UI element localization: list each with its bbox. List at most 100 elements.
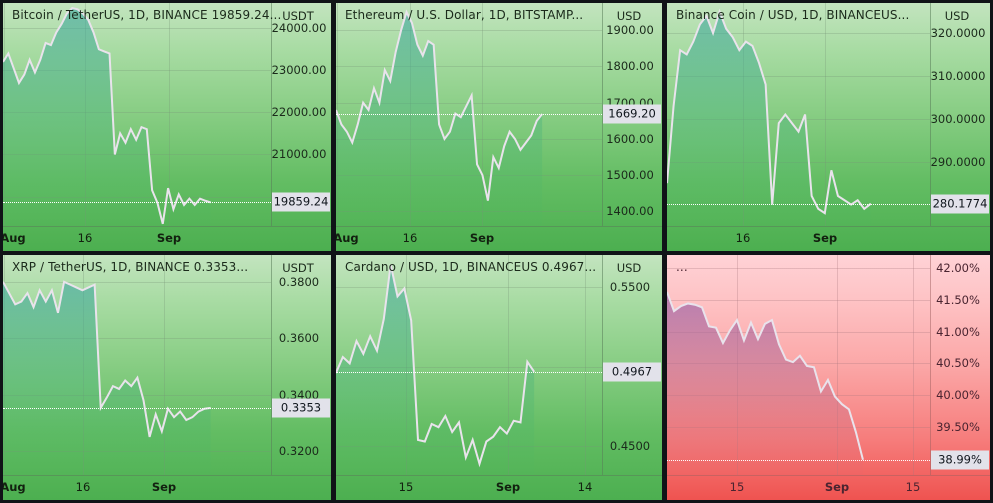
plot-area[interactable] bbox=[667, 3, 930, 226]
time-axis[interactable]: Aug 16 Sep bbox=[336, 226, 662, 251]
chart-panel-ada[interactable]: Cardano / USD, 1D, BINANCEUS 0.4967... US… bbox=[331, 251, 662, 503]
plot-area[interactable] bbox=[336, 3, 602, 226]
time-axis-divider bbox=[3, 475, 331, 476]
price-area-fill bbox=[336, 12, 543, 226]
time-axis-divider bbox=[667, 226, 990, 227]
price-line bbox=[336, 12, 542, 201]
price-series-svg bbox=[336, 255, 602, 475]
price-area-fill bbox=[3, 281, 211, 475]
price-scale-divider bbox=[930, 3, 931, 226]
price-tick-label: 23000.00 bbox=[271, 63, 327, 77]
time-axis-label: Sep bbox=[812, 231, 838, 245]
plot-area[interactable] bbox=[667, 255, 930, 475]
price-tick-label: 40.00% bbox=[936, 388, 980, 402]
price-scale[interactable]: USD 1900.00 1800.00 1700.00 1600.00 1500.00 14… bbox=[602, 3, 662, 226]
price-tick-label: 1500.00 bbox=[606, 168, 654, 182]
price-scale-currency: USDT bbox=[282, 9, 314, 23]
time-axis-label: 15 bbox=[398, 480, 414, 494]
last-price-line bbox=[667, 460, 930, 461]
chart-panel-bnb[interactable]: Binance Coin / USD, 1D, BINANCEUS... USD 3… bbox=[662, 0, 993, 251]
time-axis[interactable]: 16 Sep bbox=[667, 226, 990, 251]
time-axis[interactable]: Aug 16 Sep bbox=[3, 226, 331, 251]
time-axis-label: Sep bbox=[495, 480, 521, 494]
time-axis-label: Sep bbox=[151, 480, 177, 494]
price-tick-label: 21000.00 bbox=[271, 147, 327, 161]
chart-panel-eth[interactable]: Ethereum / U.S. Dollar, 1D, BITSTAMP... U… bbox=[331, 0, 662, 251]
price-tick-label: 41.00% bbox=[936, 325, 980, 339]
time-axis-label: 16 bbox=[77, 231, 93, 245]
time-axis-label: Sep bbox=[469, 231, 495, 245]
time-axis-label: 16 bbox=[402, 231, 418, 245]
price-line bbox=[667, 292, 863, 460]
time-axis-label: Sep bbox=[156, 231, 182, 245]
time-axis-divider bbox=[3, 226, 331, 227]
price-series-svg bbox=[3, 3, 271, 226]
price-scale-divider bbox=[930, 255, 931, 475]
price-tick-label: 40.50% bbox=[936, 356, 980, 370]
price-tick-label: 41.50% bbox=[936, 293, 980, 307]
price-tick-label: 1900.00 bbox=[606, 23, 654, 37]
time-axis-label: 15 bbox=[729, 480, 745, 494]
chart-panel-dominance[interactable]: ... 42.00% 41.50% 41.00% 40.50% 40.00% 39.50% 3… bbox=[662, 251, 993, 503]
price-tick-label: 1800.00 bbox=[606, 59, 654, 73]
plot-area[interactable] bbox=[3, 255, 271, 475]
last-price-line bbox=[667, 204, 930, 205]
price-scale[interactable]: USDT 0.3800 0.3600 0.3400 0.3200 0.3353 bbox=[271, 255, 331, 475]
price-tick-label: 39.50% bbox=[936, 420, 980, 434]
chart-title[interactable]: Binance Coin / USD, 1D, BINANCEUS... bbox=[676, 8, 910, 22]
price-tick-label: 0.4500 bbox=[609, 439, 651, 453]
last-price-badge: 38.99% bbox=[931, 450, 989, 470]
price-series-svg bbox=[667, 255, 930, 475]
price-line bbox=[3, 282, 211, 437]
price-line bbox=[667, 12, 871, 214]
time-axis-label: 14 bbox=[577, 480, 593, 494]
chart-title[interactable]: Bitcoin / TetherUS, 1D, BINANCE 19859.24… bbox=[12, 8, 282, 22]
price-area-fill bbox=[667, 291, 863, 475]
price-tick-label: 22000.00 bbox=[271, 105, 327, 119]
chart-panel-xrp[interactable]: XRP / TetherUS, 1D, BINANCE 0.3353... USD… bbox=[0, 251, 331, 503]
price-area-fill bbox=[336, 264, 535, 475]
plot-area[interactable] bbox=[3, 3, 271, 226]
chart-panel-btc[interactable]: Bitcoin / TetherUS, 1D, BINANCE 19859.24… bbox=[0, 0, 331, 251]
price-tick-label: 1600.00 bbox=[606, 132, 654, 146]
price-series-svg bbox=[667, 3, 930, 226]
price-tick-label: 0.3800 bbox=[278, 275, 320, 289]
price-tick-label: 0.3600 bbox=[278, 331, 320, 345]
last-price-badge: 0.4967 bbox=[603, 362, 661, 382]
price-scale[interactable]: USD 320.0000 310.0000 300.0000 290.0000 280.1… bbox=[930, 3, 990, 226]
time-axis-label: Aug bbox=[333, 231, 359, 245]
chart-title[interactable]: ... bbox=[676, 260, 688, 274]
chart-title[interactable]: XRP / TetherUS, 1D, BINANCE 0.3353... bbox=[12, 260, 249, 274]
time-axis-label: 16 bbox=[75, 480, 91, 494]
last-price-line bbox=[336, 114, 602, 115]
time-axis-label: Sep bbox=[824, 480, 850, 494]
last-price-line bbox=[336, 372, 602, 373]
price-scale-divider bbox=[271, 255, 272, 475]
price-tick-label: 1400.00 bbox=[606, 204, 654, 218]
time-axis[interactable]: 15 Sep 14 bbox=[336, 475, 662, 500]
last-price-line bbox=[3, 202, 271, 203]
price-scale-currency: USD bbox=[616, 261, 642, 275]
price-tick-label: 24000.00 bbox=[271, 21, 327, 35]
chart-title[interactable]: Ethereum / U.S. Dollar, 1D, BITSTAMP... bbox=[345, 8, 584, 22]
price-series-svg bbox=[3, 255, 271, 475]
last-price-badge: 0.3353 bbox=[272, 398, 330, 418]
plot-area[interactable] bbox=[336, 255, 602, 475]
last-price-badge: 19859.24 bbox=[272, 192, 330, 212]
time-axis[interactable]: Aug 16 Sep bbox=[3, 475, 331, 500]
price-scale[interactable]: 42.00% 41.50% 41.00% 40.50% 40.00% 39.50% 38.9… bbox=[930, 255, 990, 475]
time-axis-label: 16 bbox=[735, 231, 751, 245]
time-axis-label: Aug bbox=[0, 231, 26, 245]
time-axis-label: 15 bbox=[905, 480, 921, 494]
price-tick-label: 300.0000 bbox=[930, 112, 986, 126]
last-price-badge: 1669.20 bbox=[603, 104, 661, 124]
last-price-badge: 280.1774 bbox=[931, 194, 989, 214]
price-scale[interactable]: USDT24000.0023000.0022000.0021000.002000… bbox=[271, 3, 331, 226]
price-area-fill bbox=[3, 8, 211, 226]
chart-title[interactable]: Cardano / USD, 1D, BINANCEUS 0.4967... bbox=[345, 260, 597, 274]
price-series-svg bbox=[336, 3, 602, 226]
time-axis-divider bbox=[336, 475, 662, 476]
time-axis[interactable]: 15 Sep 15 bbox=[667, 475, 990, 500]
